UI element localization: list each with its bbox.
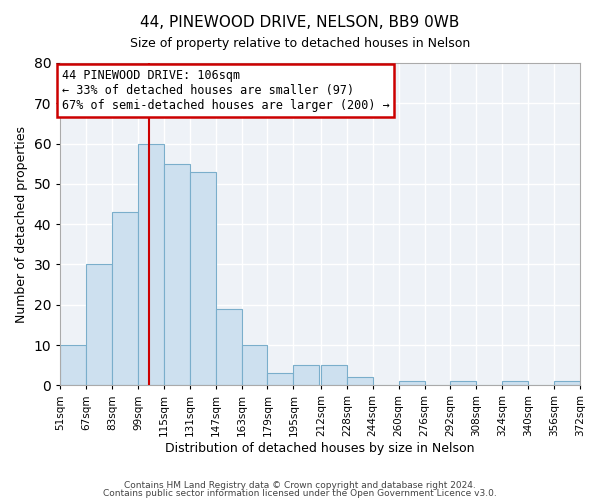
Bar	[242, 345, 268, 386]
Text: 44 PINEWOOD DRIVE: 106sqm
← 33% of detached houses are smaller (97)
67% of semi-: 44 PINEWOOD DRIVE: 106sqm ← 33% of detac…	[62, 69, 389, 112]
Bar	[190, 172, 215, 386]
Bar	[502, 382, 528, 386]
Bar	[451, 382, 476, 386]
Bar	[86, 264, 112, 386]
Bar	[321, 365, 347, 386]
Bar	[554, 382, 580, 386]
Bar	[293, 365, 319, 386]
Bar	[164, 164, 190, 386]
Bar	[215, 308, 242, 386]
Text: 44, PINEWOOD DRIVE, NELSON, BB9 0WB: 44, PINEWOOD DRIVE, NELSON, BB9 0WB	[140, 15, 460, 30]
Bar	[112, 212, 138, 386]
Bar	[138, 144, 164, 386]
Text: Contains HM Land Registry data © Crown copyright and database right 2024.: Contains HM Land Registry data © Crown c…	[124, 480, 476, 490]
Bar	[268, 373, 293, 386]
Bar	[398, 382, 425, 386]
Text: Contains public sector information licensed under the Open Government Licence v3: Contains public sector information licen…	[103, 489, 497, 498]
Text: Size of property relative to detached houses in Nelson: Size of property relative to detached ho…	[130, 38, 470, 51]
Bar	[347, 377, 373, 386]
X-axis label: Distribution of detached houses by size in Nelson: Distribution of detached houses by size …	[166, 442, 475, 455]
Bar	[60, 345, 86, 386]
Y-axis label: Number of detached properties: Number of detached properties	[15, 126, 28, 322]
